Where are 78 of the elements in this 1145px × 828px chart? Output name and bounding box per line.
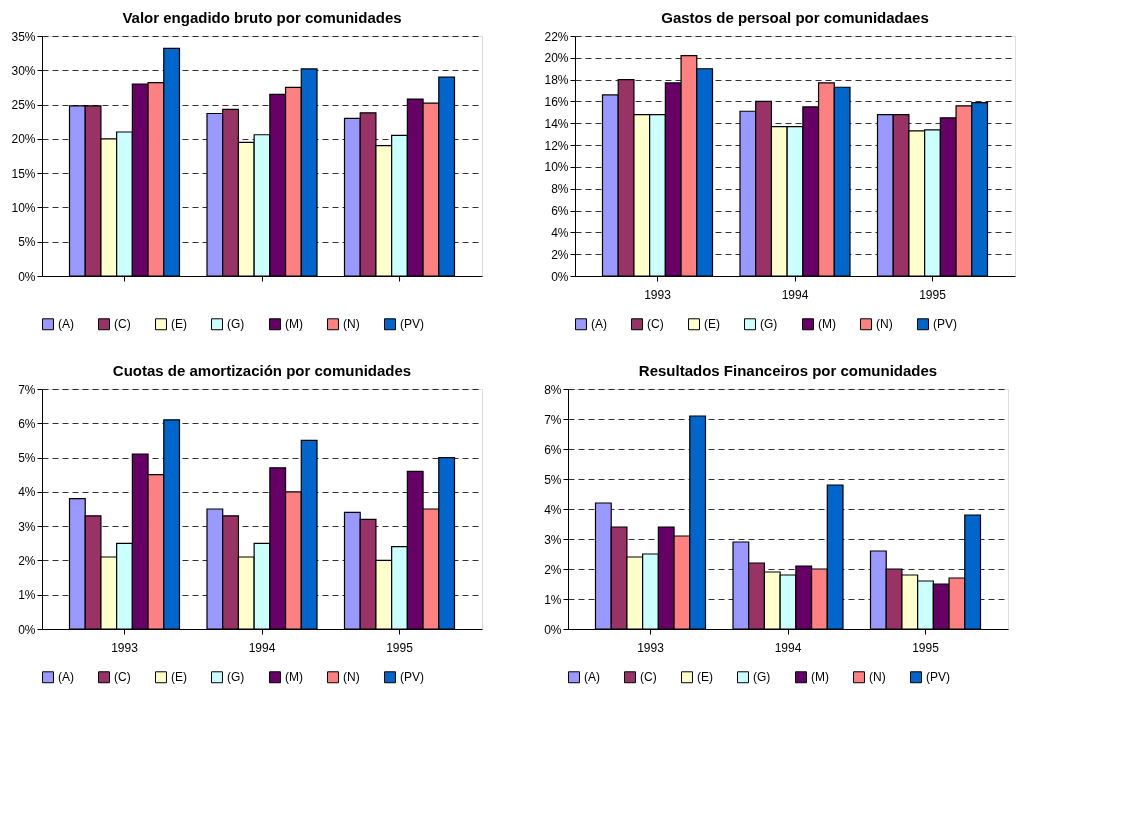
- y-tick-label: 7%: [18, 382, 36, 397]
- y-tick-label: 6%: [551, 204, 569, 219]
- legend-label: (G): [753, 670, 771, 685]
- chart-title: Cuotas de amortización por comunidades: [112, 362, 412, 379]
- legend-label: (N): [343, 670, 360, 685]
- y-tick-label: 22%: [544, 29, 569, 44]
- y-tick-label: 10%: [544, 160, 569, 175]
- legend-label: (G): [227, 670, 245, 685]
- y-tick-label: 0%: [18, 269, 36, 284]
- legend-label: (E): [171, 670, 187, 685]
- y-tick-label: 7%: [544, 412, 562, 427]
- y-tick-label: 0%: [544, 622, 562, 637]
- chart-title: Resultados Financeiros por comunidades: [638, 362, 938, 379]
- y-tick-label: 8%: [551, 182, 569, 197]
- legend-label: (A): [58, 670, 74, 685]
- x-tick-label: 1995: [919, 287, 947, 302]
- legend-label: (C): [640, 670, 657, 685]
- y-tick-label: 25%: [11, 98, 36, 113]
- y-tick-label: 30%: [11, 63, 36, 78]
- y-tick-label: 1%: [544, 592, 562, 607]
- legend-label: (N): [876, 317, 893, 332]
- y-tick-label: 2%: [18, 553, 36, 568]
- y-tick-label: 4%: [544, 502, 562, 517]
- y-tick-label: 5%: [18, 451, 36, 466]
- x-tick-label: 1995: [912, 640, 940, 655]
- legend-label: (M): [818, 317, 836, 332]
- chart-title: Valor engadido bruto por comunidades: [122, 9, 402, 26]
- y-tick-label: 4%: [18, 485, 36, 500]
- x-tick-label: 1994: [781, 287, 809, 302]
- chart-title: Gastos de persoal por comunidadaes: [661, 9, 929, 26]
- y-tick-label: 2%: [544, 562, 562, 577]
- legend-label: (A): [58, 317, 74, 332]
- y-tick-label: 18%: [544, 73, 569, 88]
- x-tick-label: 1994: [774, 640, 802, 655]
- x-tick-label: 1993: [637, 640, 665, 655]
- legend-label: (N): [343, 317, 360, 332]
- legend-label: (C): [647, 317, 664, 332]
- legend-label: (PV): [400, 317, 424, 332]
- y-tick-label: 14%: [544, 116, 569, 131]
- legend-label: (M): [285, 317, 303, 332]
- y-tick-label: 4%: [551, 225, 569, 240]
- y-tick-label: 16%: [544, 94, 569, 109]
- x-tick-label: 1993: [644, 287, 672, 302]
- legend-label: (E): [704, 317, 720, 332]
- legend-label: (M): [285, 670, 303, 685]
- legend-label: (G): [227, 317, 245, 332]
- y-tick-label: 3%: [18, 519, 36, 534]
- y-tick-label: 0%: [551, 269, 569, 284]
- y-tick-label: 20%: [11, 132, 36, 147]
- y-tick-label: 5%: [544, 472, 562, 487]
- legend-label: (G): [760, 317, 778, 332]
- y-tick-label: 6%: [544, 442, 562, 457]
- legend-label: (N): [869, 670, 886, 685]
- legend-label: (C): [114, 670, 131, 685]
- x-tick-label: 1994: [248, 640, 276, 655]
- y-tick-label: 6%: [18, 416, 36, 431]
- x-tick-label: 1995: [386, 640, 414, 655]
- legend-label: (C): [114, 317, 131, 332]
- y-tick-label: 2%: [551, 247, 569, 262]
- legend-label: (M): [811, 670, 829, 685]
- legend-label: (A): [584, 670, 600, 685]
- y-tick-label: 5%: [18, 235, 36, 250]
- y-tick-label: 12%: [544, 138, 569, 153]
- x-tick-label: 1993: [111, 640, 139, 655]
- legend-label: (E): [171, 317, 187, 332]
- legend-label: (PV): [933, 317, 957, 332]
- y-tick-label: 0%: [18, 622, 36, 637]
- legend-label: (PV): [400, 670, 424, 685]
- y-tick-label: 10%: [11, 200, 36, 215]
- y-tick-label: 20%: [544, 51, 569, 66]
- y-tick-label: 35%: [11, 29, 36, 44]
- legend-label: (E): [697, 670, 713, 685]
- y-tick-label: 3%: [544, 532, 562, 547]
- legend-label: (A): [591, 317, 607, 332]
- y-tick-label: 8%: [544, 382, 562, 397]
- y-tick-label: 15%: [11, 166, 36, 181]
- legend-label: (PV): [926, 670, 950, 685]
- y-tick-label: 1%: [18, 588, 36, 603]
